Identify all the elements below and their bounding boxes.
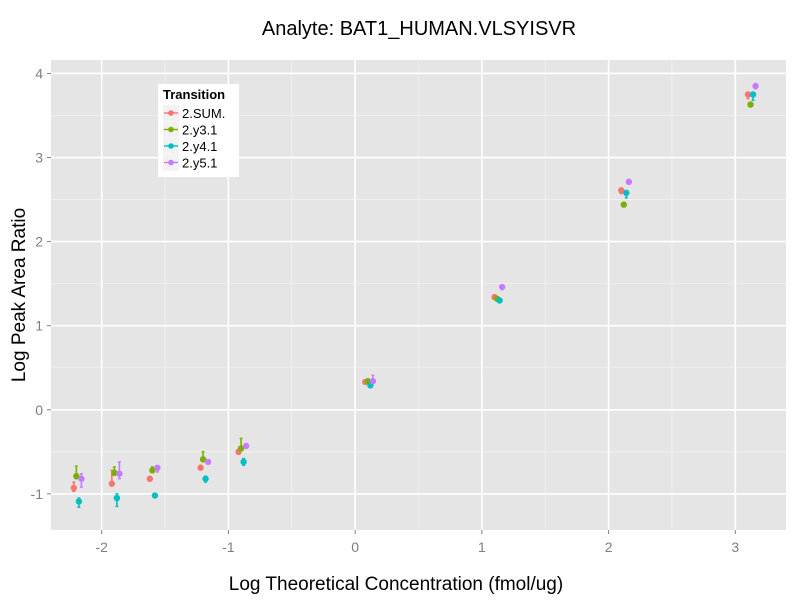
legend-key [163,121,179,138]
data-point [75,498,83,505]
data-point [202,475,209,482]
series-2y51 [78,82,759,488]
x-axis-title: Log Theoretical Concentration (fmol/ug) [229,574,563,595]
data-point [623,189,630,197]
y-axis-title: Log Peak Area Ratio [9,208,30,382]
data-point [237,445,245,452]
legend: Transition 2.SUM. 2.y3.12.y4.1 2.y5.1 [158,84,239,177]
data-point [116,470,123,477]
x-tick-label: 0 [351,539,359,555]
legend-key-point [168,143,174,149]
x-tick-label: -1 [222,539,235,555]
data-point [111,469,118,477]
y-tick-label: 3 [35,150,43,166]
data-point [204,458,212,466]
data-point [240,458,247,466]
x-tick-label: -2 [95,539,108,555]
data-point [618,187,625,194]
data-point [744,91,752,98]
y-tick-label: 4 [35,65,43,81]
legend-key-point [168,159,174,166]
data-point [78,475,85,482]
data-marks [70,82,759,508]
x-tick-label: 2 [605,539,613,555]
y-tick-label: 2 [35,234,43,250]
y-tick-label: -1 [31,486,44,502]
data-point [151,492,159,499]
legend-key [163,154,179,171]
data-point [154,464,161,471]
legend-label: 2.SUM. [182,106,225,121]
data-point [113,494,121,502]
legend-label: 2.y4.1 [182,139,217,154]
data-point [752,82,759,90]
data-point [369,377,377,385]
data-point [747,101,754,108]
legend-key-point [168,110,174,116]
legend-key [163,105,179,121]
minor-gridlines [51,60,786,530]
data-point [146,475,154,482]
legend-key-point [168,126,174,133]
data-point [73,472,80,480]
x-tick-label: 3 [731,539,739,555]
data-point [496,297,503,304]
y-tick-label: 0 [35,402,43,418]
chart-title: Analyte: BAT1_HUMAN.VLSYISVR [262,18,576,40]
data-point [197,464,204,471]
legend-label: 2.y3.1 [182,123,217,138]
series-2y41 [75,91,757,508]
y-tick-label: 1 [35,318,43,334]
data-point [70,484,78,492]
data-point [620,201,627,208]
data-point [242,442,250,450]
legend-entries: 2.SUM. 2.y3.12.y4.1 2.y5.1 [163,105,225,171]
legend-key [163,138,179,154]
legend-label: 2.y5.1 [182,156,217,171]
data-point [108,480,116,487]
data-point [199,456,207,463]
data-point [149,467,156,474]
x-tick-label: 1 [478,539,486,555]
data-point [498,283,506,291]
x-axis-ticks: -2 -1 0 1 2 3 [95,530,739,555]
y-axis-ticks: -1 0 1 2 3 4 [31,65,51,502]
legend-title: Transition [163,87,225,102]
data-point [749,91,757,98]
data-point [625,178,633,186]
